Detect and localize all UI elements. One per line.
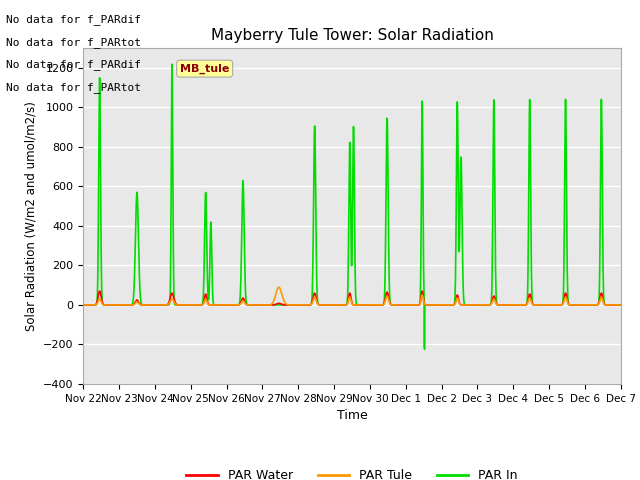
PAR Tule bbox=[79, 302, 87, 308]
PAR Tule bbox=[380, 302, 387, 308]
Text: No data for f_PARtot: No data for f_PARtot bbox=[6, 37, 141, 48]
Title: Mayberry Tule Tower: Solar Radiation: Mayberry Tule Tower: Solar Radiation bbox=[211, 28, 493, 43]
PAR In bbox=[168, 61, 176, 67]
PAR Water bbox=[368, 302, 376, 308]
PAR Tule bbox=[275, 284, 283, 290]
Legend: PAR Water, PAR Tule, PAR In: PAR Water, PAR Tule, PAR In bbox=[181, 464, 523, 480]
PAR In bbox=[509, 302, 516, 308]
Y-axis label: Solar Radiation (W/m2 and umol/m2/s): Solar Radiation (W/m2 and umol/m2/s) bbox=[24, 101, 37, 331]
PAR In bbox=[617, 302, 625, 308]
X-axis label: Time: Time bbox=[337, 409, 367, 422]
PAR Water bbox=[584, 302, 592, 308]
PAR Water bbox=[508, 302, 516, 308]
PAR Water bbox=[96, 288, 104, 294]
PAR Water bbox=[230, 302, 237, 308]
PAR Tule bbox=[617, 302, 625, 308]
Text: No data for f_PARdif: No data for f_PARdif bbox=[6, 14, 141, 25]
PAR In bbox=[368, 302, 376, 308]
Line: PAR Water: PAR Water bbox=[83, 291, 621, 305]
PAR In bbox=[79, 302, 87, 308]
PAR Tule bbox=[229, 302, 237, 308]
PAR Water bbox=[570, 302, 577, 308]
PAR In bbox=[585, 302, 593, 308]
PAR In bbox=[380, 302, 387, 308]
Text: No data for f_PARdif: No data for f_PARdif bbox=[6, 60, 141, 71]
PAR In bbox=[420, 347, 428, 352]
PAR Water bbox=[380, 301, 387, 307]
Line: PAR Tule: PAR Tule bbox=[83, 287, 621, 305]
PAR In bbox=[570, 302, 577, 308]
PAR Tule bbox=[368, 302, 376, 308]
PAR Tule bbox=[584, 302, 592, 308]
PAR Water bbox=[617, 302, 625, 308]
PAR Tule bbox=[570, 302, 577, 308]
PAR In bbox=[230, 302, 237, 308]
Line: PAR In: PAR In bbox=[83, 64, 621, 349]
Text: No data for f_PARtot: No data for f_PARtot bbox=[6, 82, 141, 93]
Text: MB_tule: MB_tule bbox=[180, 63, 229, 74]
PAR Tule bbox=[508, 302, 516, 308]
PAR Water bbox=[79, 302, 87, 308]
